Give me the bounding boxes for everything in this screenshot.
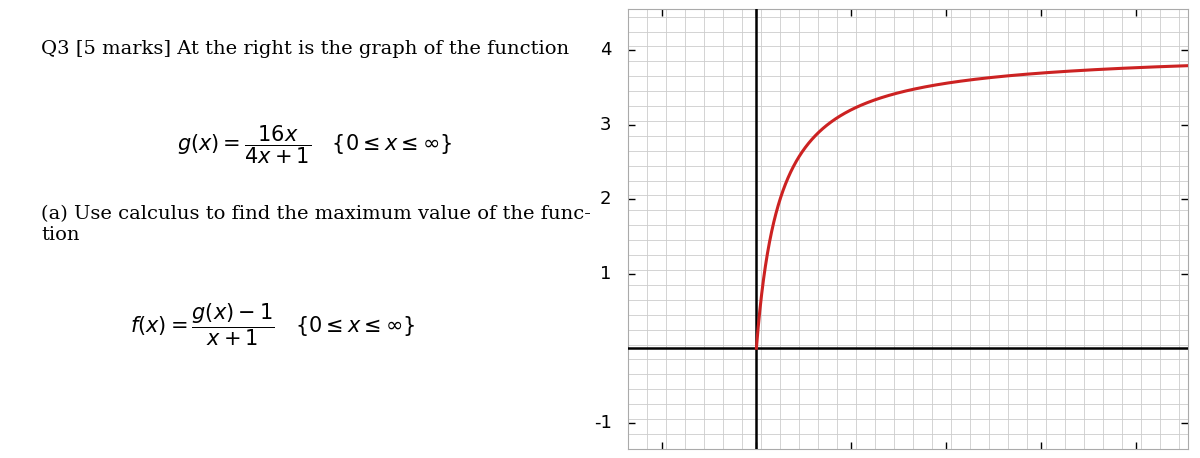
Text: 1: 1: [600, 265, 612, 283]
Text: Q3 [5 marks] At the right is the graph of the function: Q3 [5 marks] At the right is the graph o…: [41, 40, 570, 58]
Text: (a) Use calculus to find the maximum value of the func-
tion: (a) Use calculus to find the maximum val…: [41, 205, 592, 244]
Text: $g(x) = \dfrac{16x}{4x+1} \quad \{0 \leq x \leq \infty\}$: $g(x) = \dfrac{16x}{4x+1} \quad \{0 \leq…: [176, 124, 451, 166]
Text: 4: 4: [600, 41, 612, 59]
Text: 2: 2: [600, 190, 612, 208]
Text: 3: 3: [600, 116, 612, 134]
Text: $f(x) = \dfrac{g(x)-1}{x+1} \quad \{0 \leq x \leq \infty\}$: $f(x) = \dfrac{g(x)-1}{x+1} \quad \{0 \l…: [130, 301, 415, 348]
Text: -1: -1: [594, 414, 612, 432]
